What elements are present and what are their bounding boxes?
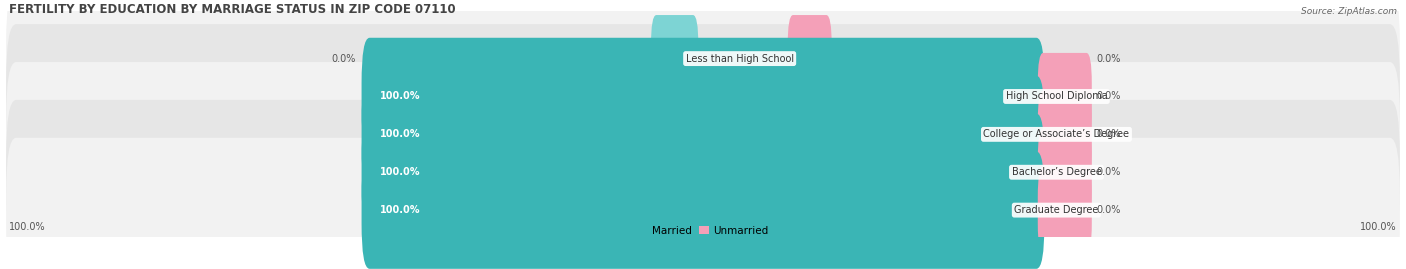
- Text: 0.0%: 0.0%: [1097, 129, 1121, 139]
- Text: Source: ZipAtlas.com: Source: ZipAtlas.com: [1301, 7, 1396, 16]
- Text: Less than High School: Less than High School: [686, 54, 794, 63]
- FancyBboxPatch shape: [361, 38, 1045, 155]
- FancyBboxPatch shape: [1038, 91, 1092, 178]
- FancyBboxPatch shape: [651, 15, 699, 102]
- Legend: Married, Unmarried: Married, Unmarried: [637, 226, 769, 236]
- FancyBboxPatch shape: [6, 0, 1400, 131]
- FancyBboxPatch shape: [6, 24, 1400, 169]
- FancyBboxPatch shape: [361, 114, 1045, 231]
- Text: 0.0%: 0.0%: [1097, 167, 1121, 177]
- FancyBboxPatch shape: [361, 151, 1045, 269]
- Text: 0.0%: 0.0%: [1097, 91, 1121, 101]
- FancyBboxPatch shape: [1038, 53, 1092, 140]
- FancyBboxPatch shape: [787, 15, 832, 102]
- Text: 0.0%: 0.0%: [1097, 205, 1121, 215]
- Text: 100.0%: 100.0%: [10, 222, 46, 232]
- Text: 0.0%: 0.0%: [332, 54, 356, 63]
- FancyBboxPatch shape: [361, 76, 1045, 193]
- FancyBboxPatch shape: [6, 138, 1400, 269]
- Text: 100.0%: 100.0%: [380, 205, 420, 215]
- Text: 0.0%: 0.0%: [1097, 54, 1121, 63]
- Text: High School Diploma: High School Diploma: [1005, 91, 1108, 101]
- Text: FERTILITY BY EDUCATION BY MARRIAGE STATUS IN ZIP CODE 07110: FERTILITY BY EDUCATION BY MARRIAGE STATU…: [10, 3, 456, 16]
- Text: Graduate Degree: Graduate Degree: [1014, 205, 1098, 215]
- Text: 100.0%: 100.0%: [380, 129, 420, 139]
- FancyBboxPatch shape: [1038, 129, 1092, 216]
- FancyBboxPatch shape: [6, 100, 1400, 245]
- Text: College or Associate’s Degree: College or Associate’s Degree: [983, 129, 1129, 139]
- Text: 100.0%: 100.0%: [380, 91, 420, 101]
- Text: 100.0%: 100.0%: [1360, 222, 1396, 232]
- FancyBboxPatch shape: [6, 62, 1400, 207]
- Text: 100.0%: 100.0%: [380, 167, 420, 177]
- Text: Bachelor’s Degree: Bachelor’s Degree: [1011, 167, 1101, 177]
- FancyBboxPatch shape: [1038, 167, 1092, 254]
